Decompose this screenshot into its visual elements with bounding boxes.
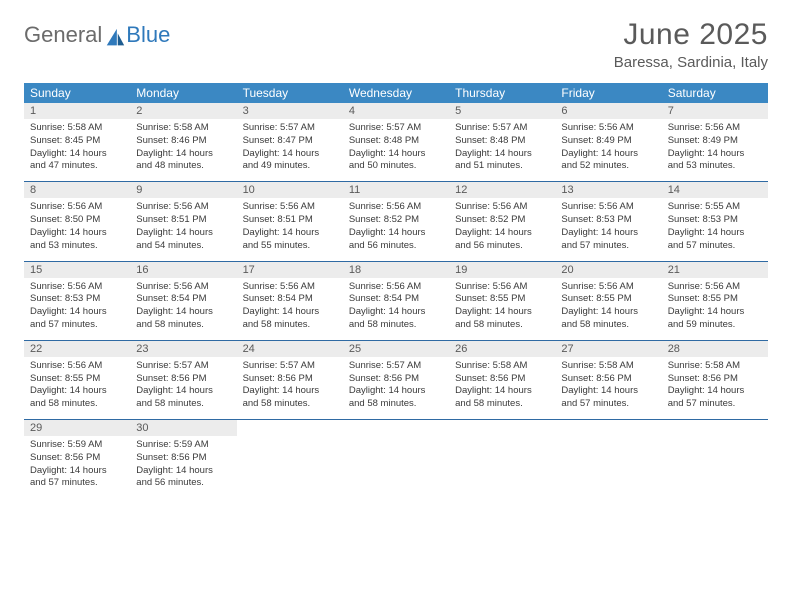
day-number-cell: 18	[343, 261, 449, 278]
dow-sunday: Sunday	[24, 83, 130, 103]
day-info-cell: Sunrise: 5:57 AMSunset: 8:56 PMDaylight:…	[130, 357, 236, 420]
brand-part2: Blue	[126, 24, 170, 46]
day-info-cell: Sunrise: 5:56 AMSunset: 8:52 PMDaylight:…	[449, 198, 555, 261]
day-number-cell	[449, 420, 555, 437]
day-info-cell	[555, 436, 661, 498]
day-number-cell: 19	[449, 261, 555, 278]
day-number-cell: 16	[130, 261, 236, 278]
day-info-cell: Sunrise: 5:58 AMSunset: 8:45 PMDaylight:…	[24, 119, 130, 182]
day-number-cell: 22	[24, 340, 130, 357]
day-info-cell	[662, 436, 768, 498]
day-number-cell: 30	[130, 420, 236, 437]
day-info-cell: Sunrise: 5:56 AMSunset: 8:54 PMDaylight:…	[343, 278, 449, 341]
day-number-cell: 26	[449, 340, 555, 357]
day-info-cell: Sunrise: 5:55 AMSunset: 8:53 PMDaylight:…	[662, 198, 768, 261]
day-info-cell: Sunrise: 5:57 AMSunset: 8:48 PMDaylight:…	[449, 119, 555, 182]
day-info-cell: Sunrise: 5:59 AMSunset: 8:56 PMDaylight:…	[24, 436, 130, 498]
dow-wednesday: Wednesday	[343, 83, 449, 103]
day-info-cell: Sunrise: 5:56 AMSunset: 8:55 PMDaylight:…	[662, 278, 768, 341]
day-info-cell: Sunrise: 5:56 AMSunset: 8:55 PMDaylight:…	[449, 278, 555, 341]
day-number-cell: 23	[130, 340, 236, 357]
day-number-cell: 27	[555, 340, 661, 357]
day-number-cell: 29	[24, 420, 130, 437]
day-info-cell	[449, 436, 555, 498]
month-title: June 2025	[614, 18, 768, 52]
sail-icon	[104, 27, 126, 49]
day-number-cell: 9	[130, 182, 236, 199]
day-info-cell: Sunrise: 5:57 AMSunset: 8:56 PMDaylight:…	[343, 357, 449, 420]
dow-header-row: Sunday Monday Tuesday Wednesday Thursday…	[24, 83, 768, 103]
day-number-cell: 21	[662, 261, 768, 278]
day-info-cell: Sunrise: 5:56 AMSunset: 8:53 PMDaylight:…	[555, 198, 661, 261]
day-number-cell: 15	[24, 261, 130, 278]
day-info-cell: Sunrise: 5:59 AMSunset: 8:56 PMDaylight:…	[130, 436, 236, 498]
day-number-cell: 10	[237, 182, 343, 199]
dow-tuesday: Tuesday	[237, 83, 343, 103]
info-row: Sunrise: 5:56 AMSunset: 8:55 PMDaylight:…	[24, 357, 768, 420]
day-number-cell: 2	[130, 103, 236, 119]
day-info-cell: Sunrise: 5:56 AMSunset: 8:54 PMDaylight:…	[237, 278, 343, 341]
day-number-cell	[555, 420, 661, 437]
page-header: General Blue June 2025 Baressa, Sardinia…	[24, 18, 768, 71]
day-info-cell	[237, 436, 343, 498]
day-info-cell: Sunrise: 5:57 AMSunset: 8:56 PMDaylight:…	[237, 357, 343, 420]
info-row: Sunrise: 5:58 AMSunset: 8:45 PMDaylight:…	[24, 119, 768, 182]
calendar-body: 1234567Sunrise: 5:58 AMSunset: 8:45 PMDa…	[24, 103, 768, 498]
daynum-row: 1234567	[24, 103, 768, 119]
calendar-table: Sunday Monday Tuesday Wednesday Thursday…	[24, 83, 768, 498]
day-number-cell: 17	[237, 261, 343, 278]
day-info-cell: Sunrise: 5:56 AMSunset: 8:49 PMDaylight:…	[662, 119, 768, 182]
brand-logo: General Blue	[24, 18, 170, 46]
dow-thursday: Thursday	[449, 83, 555, 103]
dow-friday: Friday	[555, 83, 661, 103]
day-info-cell: Sunrise: 5:58 AMSunset: 8:56 PMDaylight:…	[555, 357, 661, 420]
day-info-cell: Sunrise: 5:56 AMSunset: 8:51 PMDaylight:…	[130, 198, 236, 261]
day-number-cell: 12	[449, 182, 555, 199]
day-number-cell	[662, 420, 768, 437]
day-number-cell: 6	[555, 103, 661, 119]
day-number-cell: 14	[662, 182, 768, 199]
day-number-cell: 25	[343, 340, 449, 357]
calendar-page: General Blue June 2025 Baressa, Sardinia…	[0, 0, 792, 498]
info-row: Sunrise: 5:59 AMSunset: 8:56 PMDaylight:…	[24, 436, 768, 498]
day-info-cell: Sunrise: 5:56 AMSunset: 8:50 PMDaylight:…	[24, 198, 130, 261]
day-info-cell: Sunrise: 5:56 AMSunset: 8:49 PMDaylight:…	[555, 119, 661, 182]
day-info-cell: Sunrise: 5:58 AMSunset: 8:46 PMDaylight:…	[130, 119, 236, 182]
day-info-cell: Sunrise: 5:57 AMSunset: 8:48 PMDaylight:…	[343, 119, 449, 182]
day-number-cell: 3	[237, 103, 343, 119]
day-number-cell: 13	[555, 182, 661, 199]
day-info-cell: Sunrise: 5:56 AMSunset: 8:51 PMDaylight:…	[237, 198, 343, 261]
day-info-cell: Sunrise: 5:56 AMSunset: 8:54 PMDaylight:…	[130, 278, 236, 341]
day-info-cell: Sunrise: 5:56 AMSunset: 8:52 PMDaylight:…	[343, 198, 449, 261]
day-info-cell: Sunrise: 5:57 AMSunset: 8:47 PMDaylight:…	[237, 119, 343, 182]
day-number-cell: 4	[343, 103, 449, 119]
day-info-cell: Sunrise: 5:58 AMSunset: 8:56 PMDaylight:…	[449, 357, 555, 420]
info-row: Sunrise: 5:56 AMSunset: 8:53 PMDaylight:…	[24, 278, 768, 341]
brand-part1: General	[24, 24, 102, 46]
dow-monday: Monday	[130, 83, 236, 103]
day-number-cell	[237, 420, 343, 437]
day-number-cell: 24	[237, 340, 343, 357]
daynum-row: 22232425262728	[24, 340, 768, 357]
daynum-row: 2930	[24, 420, 768, 437]
dow-saturday: Saturday	[662, 83, 768, 103]
day-info-cell: Sunrise: 5:56 AMSunset: 8:55 PMDaylight:…	[24, 357, 130, 420]
day-info-cell	[343, 436, 449, 498]
day-number-cell	[343, 420, 449, 437]
day-number-cell: 28	[662, 340, 768, 357]
day-number-cell: 1	[24, 103, 130, 119]
day-info-cell: Sunrise: 5:58 AMSunset: 8:56 PMDaylight:…	[662, 357, 768, 420]
day-number-cell: 5	[449, 103, 555, 119]
location-label: Baressa, Sardinia, Italy	[614, 54, 768, 71]
day-number-cell: 7	[662, 103, 768, 119]
day-number-cell: 11	[343, 182, 449, 199]
day-info-cell: Sunrise: 5:56 AMSunset: 8:53 PMDaylight:…	[24, 278, 130, 341]
info-row: Sunrise: 5:56 AMSunset: 8:50 PMDaylight:…	[24, 198, 768, 261]
day-info-cell: Sunrise: 5:56 AMSunset: 8:55 PMDaylight:…	[555, 278, 661, 341]
daynum-row: 15161718192021	[24, 261, 768, 278]
title-block: June 2025 Baressa, Sardinia, Italy	[614, 18, 768, 71]
day-number-cell: 8	[24, 182, 130, 199]
daynum-row: 891011121314	[24, 182, 768, 199]
day-number-cell: 20	[555, 261, 661, 278]
